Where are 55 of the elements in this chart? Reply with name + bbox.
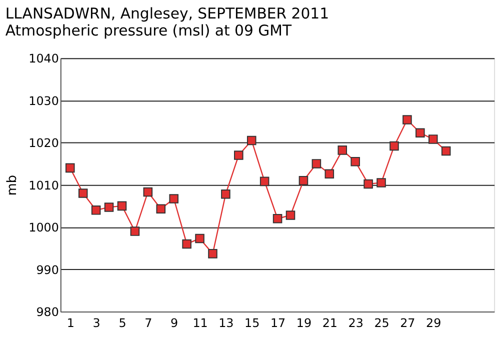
text: Atmospheric pressure (msl) at 09 GMT: [5, 21, 292, 40]
point: [376, 178, 386, 188]
point: [78, 188, 88, 198]
text: LLANSADWRN, Anglesey, SEPTEMBER 2011: [5, 4, 330, 22]
point: [91, 206, 101, 215]
x-tick-label: 23: [348, 316, 364, 330]
y-tick-label: 1040: [28, 52, 59, 66]
y-axis-title: mb: [4, 174, 20, 196]
point: [234, 150, 244, 160]
point: [117, 201, 127, 211]
x-tick-label: 25: [374, 316, 390, 330]
point: [130, 226, 140, 236]
point: [246, 136, 256, 146]
point: [221, 189, 230, 199]
x-tick-label: 29: [426, 316, 442, 330]
point: [260, 176, 270, 186]
x-tick-label: 9: [170, 316, 178, 330]
point: [428, 134, 438, 144]
point: [143, 187, 153, 197]
x-tick-label: 27: [400, 316, 416, 330]
y-tick-label: 990: [36, 262, 59, 277]
x-tick-label: 13: [218, 316, 234, 330]
point: [416, 128, 425, 138]
x-tick-label: 17: [270, 316, 286, 330]
y-tick-label: 1000: [28, 220, 59, 235]
x-tick-label: 7: [144, 316, 152, 330]
point: [104, 202, 114, 212]
point: [364, 179, 373, 189]
y-tick-label: 1010: [28, 178, 59, 192]
x-tick-label: 3: [92, 316, 100, 330]
point: [272, 214, 282, 224]
point: [350, 156, 360, 166]
point: [402, 115, 412, 124]
point: [312, 159, 322, 168]
point: [208, 249, 218, 258]
x-tick-label: 1: [66, 316, 74, 330]
point: [286, 210, 296, 220]
point: [195, 234, 204, 244]
x-tick-label: 5: [118, 316, 126, 330]
x-tick-label: 15: [244, 316, 260, 330]
y-tick-label: 1020: [28, 136, 59, 150]
x-tick-label: 11: [192, 316, 208, 330]
point: [156, 204, 166, 214]
point: [65, 163, 75, 173]
y-tick-label: 1030: [28, 94, 59, 108]
point: [298, 176, 308, 186]
y-tick-label: 980: [36, 305, 59, 320]
point: [169, 194, 178, 204]
x-tick-label: 19: [296, 316, 312, 330]
point: [182, 239, 192, 249]
point: [441, 146, 451, 156]
point: [390, 141, 399, 151]
x-tick-label: 21: [322, 316, 338, 330]
point: [338, 146, 348, 155]
point: [324, 169, 334, 178]
